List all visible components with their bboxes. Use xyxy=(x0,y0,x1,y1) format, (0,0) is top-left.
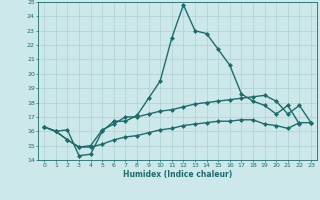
X-axis label: Humidex (Indice chaleur): Humidex (Indice chaleur) xyxy=(123,170,232,179)
